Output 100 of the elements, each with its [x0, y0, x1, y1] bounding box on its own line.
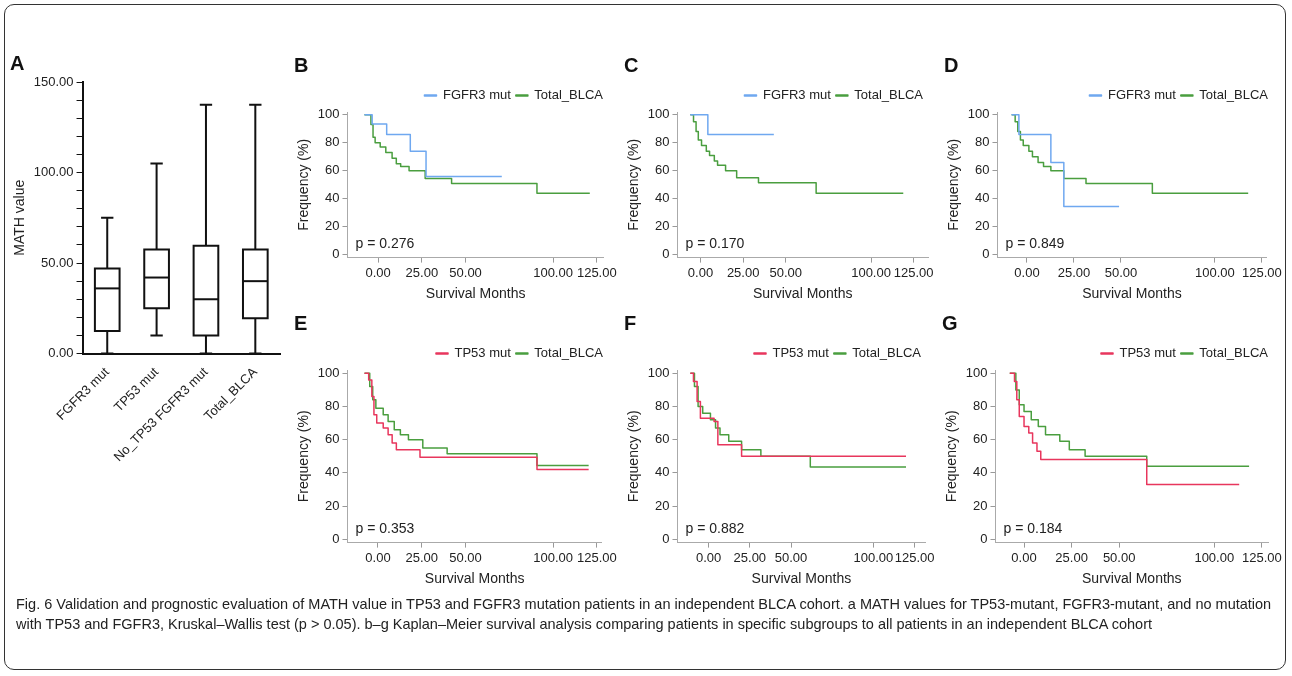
x-tick-label: 0.00 — [365, 549, 391, 565]
y-tick-label: 40 — [325, 464, 340, 480]
x-tick-label: 50.00 — [774, 549, 808, 565]
legend-label: TP53 mut — [772, 345, 830, 361]
x-tick-label: 0.00 — [1014, 264, 1040, 280]
chart-title: E — [294, 311, 308, 334]
y-tick-label: 100 — [317, 106, 340, 122]
y-tick-label: 0 — [980, 530, 988, 546]
legend-label: Total_BLCA — [1199, 87, 1269, 103]
y-tick-label: 80 — [655, 134, 670, 150]
y-axis-title: Frequency (%) — [943, 410, 960, 503]
y-tick-label: 100 — [317, 364, 340, 380]
annotation: p = 0.353 — [355, 520, 415, 537]
y-tick-label: 50.00 — [41, 254, 74, 270]
y-axis-title: Frequency (%) — [295, 410, 312, 503]
x-tick-label: 50.00 — [1104, 264, 1138, 280]
x-tick-label: 25.00 — [1057, 264, 1091, 280]
legend-label: TP53 mut — [454, 345, 512, 361]
y-axis-title: Frequency (%) — [625, 410, 642, 503]
y-tick-label: 60 — [655, 162, 670, 178]
x-tick-label: 125.00 — [577, 549, 617, 565]
x-tick-label: 25.00 — [726, 264, 760, 280]
chart-title: D — [944, 53, 959, 76]
y-tick-label: 80 — [325, 134, 340, 150]
annotation: p = 0.882 — [685, 520, 745, 537]
y-tick-label: 60 — [975, 162, 990, 178]
y-tick-label: 60 — [655, 431, 670, 447]
legend-label: FGFR3 mut — [762, 87, 832, 103]
x-tick-label: 125.00 — [576, 264, 617, 280]
x-tick-label: 100.00 — [1194, 549, 1235, 565]
y-tick-label: 0 — [332, 246, 340, 262]
x-tick-label: 0.00 — [365, 264, 391, 280]
x-tick-label: 50.00 — [769, 264, 803, 280]
y-tick-label: 100 — [647, 364, 670, 380]
chart-title: B — [294, 53, 309, 76]
y-tick-label: 100 — [967, 106, 990, 122]
legend-label: Total_BLCA — [534, 87, 604, 103]
x-tick-label: 125.00 — [894, 549, 935, 565]
y-tick-label: 80 — [975, 134, 990, 150]
annotation: p = 0.184 — [1003, 520, 1063, 537]
legend-label: FGFR3 mut — [1107, 87, 1177, 103]
x-axis-title: Survival Months — [425, 285, 526, 302]
y-tick-label: 80 — [325, 398, 340, 414]
y-tick-label: 150.00 — [33, 73, 74, 89]
x-tick-label: 125.00 — [893, 264, 934, 280]
x-tick-label: 50.00 — [1102, 549, 1136, 565]
y-axis-title: MATH value — [11, 179, 28, 256]
x-axis-title: Survival Months — [752, 285, 853, 302]
chart-title: F — [624, 311, 637, 334]
x-tick-label: 0.00 — [1011, 549, 1037, 565]
y-tick-label: 100.00 — [33, 164, 74, 180]
x-tick-label: 125.00 — [1241, 549, 1282, 565]
annotation: p = 0.170 — [685, 235, 745, 252]
y-axis-title: Frequency (%) — [295, 138, 312, 231]
x-tick-label: 125.00 — [1242, 264, 1282, 280]
y-tick-label: 20 — [325, 218, 340, 234]
x-tick-label: 0.00 — [687, 264, 714, 280]
chart-title: A — [10, 51, 25, 74]
x-tick-label: 0.00 — [695, 549, 722, 565]
chart-title: G — [942, 311, 958, 334]
y-tick-label: 100 — [647, 106, 670, 122]
x-tick-label: 100.00 — [533, 264, 573, 280]
y-tick-label: 40 — [975, 190, 990, 206]
y-tick-label: 40 — [973, 464, 988, 480]
y-tick-label: 100 — [965, 364, 988, 380]
y-tick-label: 0 — [332, 530, 340, 546]
annotation: p = 0.276 — [355, 235, 415, 252]
y-tick-label: 80 — [655, 398, 670, 414]
x-tick-label: 25.00 — [733, 549, 767, 565]
y-axis-title: Frequency (%) — [625, 138, 642, 231]
legend-label: Total_BLCA — [854, 87, 924, 103]
x-tick-label: 25.00 — [405, 549, 439, 565]
legend-label: Total_BLCA — [1199, 345, 1269, 361]
annotation: p = 0.849 — [1005, 235, 1065, 252]
x-axis-title: Survival Months — [1082, 285, 1182, 302]
x-tick-label: 25.00 — [405, 264, 439, 280]
y-tick-label: 0 — [982, 246, 990, 262]
y-tick-label: 40 — [655, 190, 670, 206]
x-tick-label: 100.00 — [1195, 264, 1235, 280]
y-tick-label: 40 — [655, 464, 670, 480]
y-tick-label: 0 — [662, 246, 670, 262]
y-tick-label: 80 — [973, 398, 988, 414]
legend-label: TP53 mut — [1119, 345, 1177, 361]
x-tick-label: 50.00 — [449, 549, 482, 565]
x-tick-label: 100.00 — [853, 549, 894, 565]
y-tick-label: 60 — [325, 162, 340, 178]
y-tick-label: 20 — [655, 497, 670, 513]
y-tick-label: 40 — [325, 190, 340, 206]
x-tick-label: 25.00 — [1055, 549, 1088, 565]
x-tick-label: 100.00 — [851, 264, 891, 280]
y-tick-label: 20 — [975, 218, 990, 234]
x-axis-title: Survival Months — [1082, 570, 1182, 587]
y-tick-label: 20 — [973, 497, 988, 513]
x-tick-label: 100.00 — [533, 549, 573, 565]
chart-title: C — [624, 53, 639, 76]
x-axis-title: Survival Months — [751, 570, 852, 587]
legend-label: FGFR3 mut — [442, 87, 512, 103]
y-tick-label: 20 — [655, 218, 670, 234]
legend-label: Total_BLCA — [534, 345, 604, 361]
legend-label: Total_BLCA — [852, 345, 922, 361]
